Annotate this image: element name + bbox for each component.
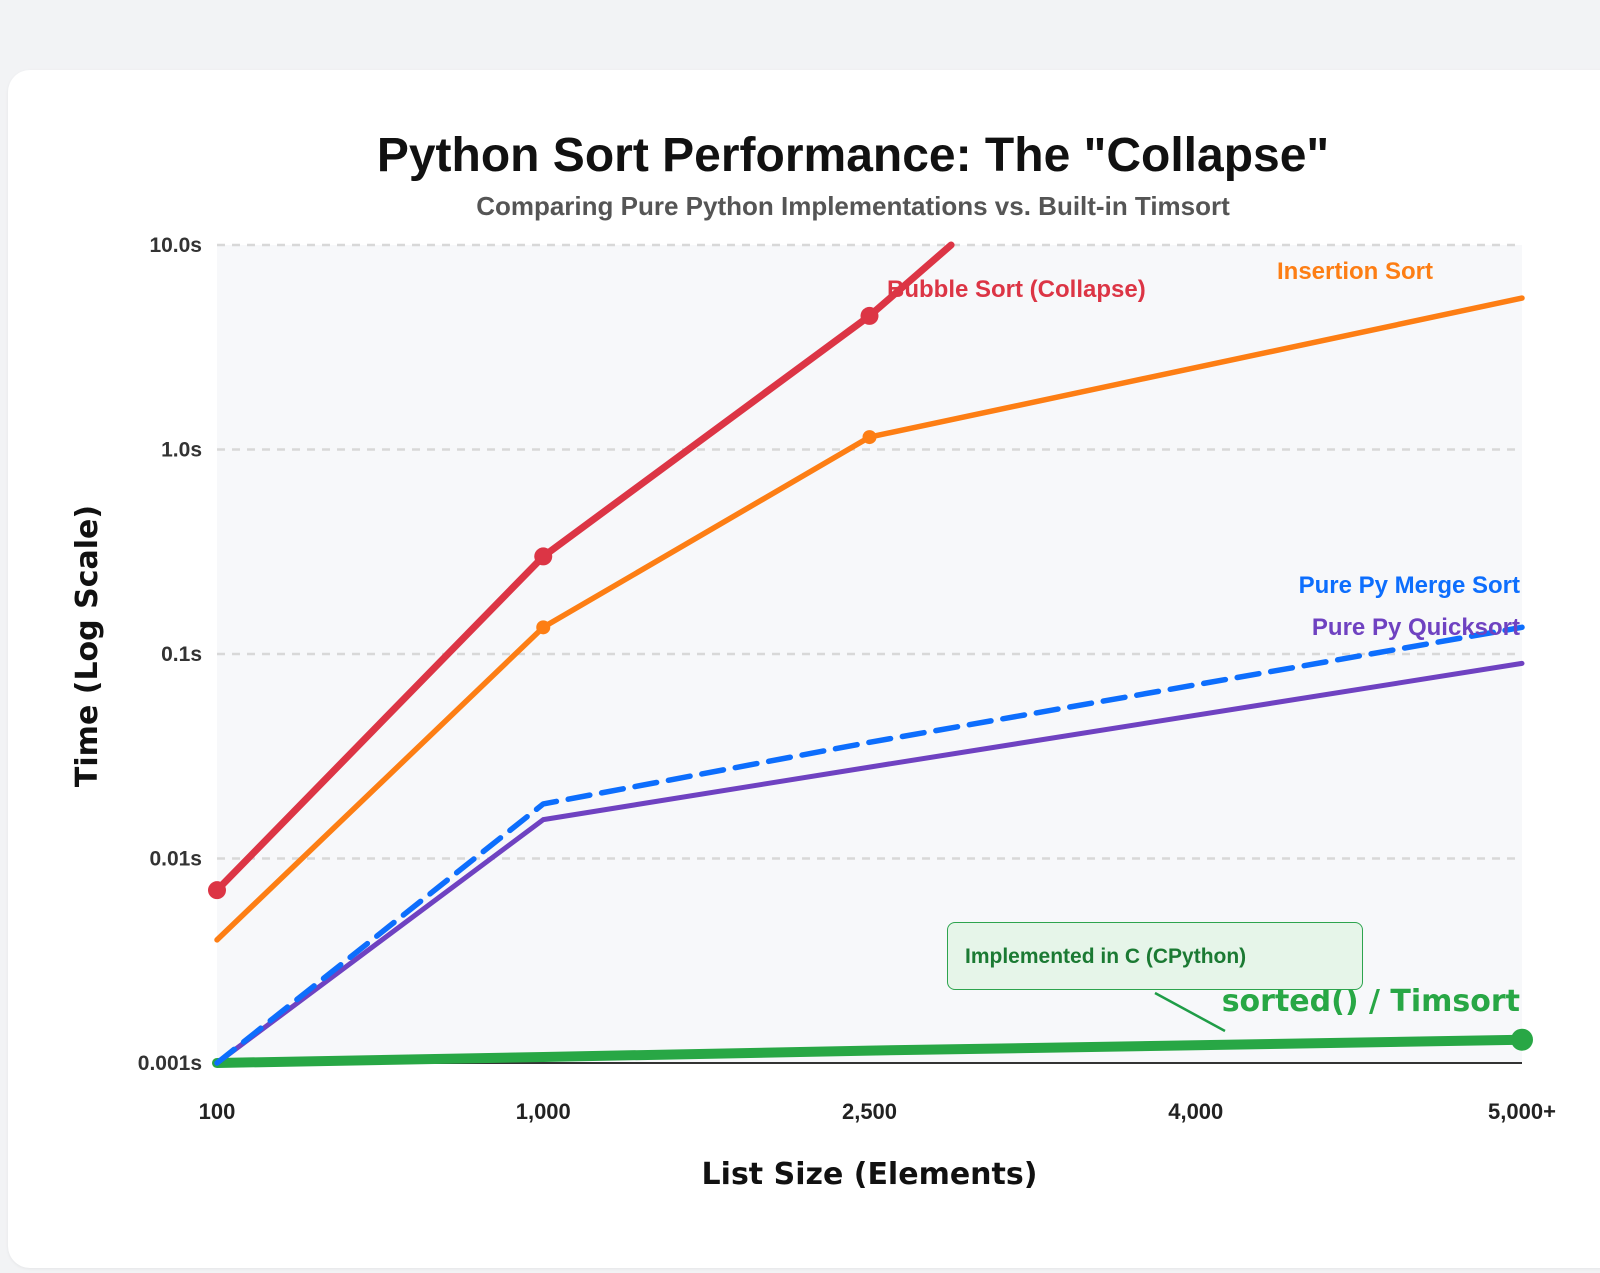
merge-sort-line: [214, 624, 1525, 1066]
annotation-text: Implemented in C (CPython): [965, 945, 1247, 968]
x-axis-title: List Size (Elements): [702, 1157, 1038, 1192]
bubble-sort-point: [534, 547, 553, 566]
y-tick-label: 0.001s: [138, 1052, 202, 1075]
bubble-sort-label: Bubble Sort (Collapse): [887, 276, 1146, 303]
quicksort-line: [214, 660, 1525, 1066]
callout-pointer: [1154, 991, 1226, 1033]
merge-sort-label: Pure Py Merge Sort: [1299, 572, 1520, 599]
bubble-sort-point: [208, 881, 226, 900]
annotation-callout: Implemented in C (CPython): [947, 922, 1363, 990]
bubble-sort-line: [213, 241, 955, 894]
x-tick-label: 2,500: [842, 1099, 897, 1124]
insertion-sort-point: [536, 620, 551, 635]
x-tick-label: 1,000: [516, 1099, 571, 1124]
chart-title: Python Sort Performance: The "Collapse": [376, 129, 1330, 182]
x-tick-label: 4,000: [1168, 1099, 1223, 1124]
y-tick-label: 0.1s: [161, 643, 202, 666]
insertion-sort-label: Insertion Sort: [1277, 258, 1433, 285]
y-tick-label: 10.0s: [149, 234, 202, 257]
y-tick-label: 1.0s: [161, 439, 202, 462]
insertion-sort-point: [862, 430, 877, 445]
bubble-sort-point: [860, 306, 879, 325]
y-tick-label: 0.01s: [149, 848, 202, 871]
chart-subtitle: Comparing Pure Python Implementations vs…: [476, 191, 1230, 221]
timsort-line: [212, 1034, 1527, 1068]
timsort-point: [1511, 1028, 1533, 1051]
quicksort-label: Pure Py Quicksort: [1312, 614, 1520, 641]
x-tick-label: 100: [199, 1099, 236, 1124]
insertion-sort-line: [214, 295, 1525, 943]
x-tick-label: 5,000+: [1488, 1099, 1556, 1124]
y-axis-title: Time (Log Scale): [70, 505, 105, 787]
